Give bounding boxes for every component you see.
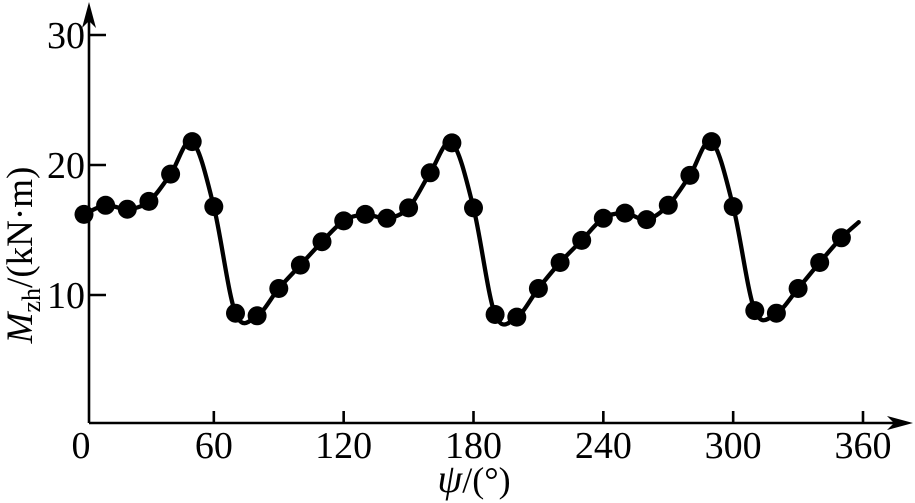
data-point	[702, 132, 721, 152]
data-point	[723, 197, 743, 217]
x-axis-ticks: 0 60 120 180 240 300 360	[72, 411, 892, 467]
data-point	[269, 279, 289, 298]
data-point	[680, 165, 700, 185]
y-tick-label: 30	[47, 15, 85, 57]
data-point	[615, 203, 635, 223]
data-point	[399, 198, 419, 218]
x-tick-label: 120	[315, 425, 372, 467]
data-point	[593, 208, 613, 228]
x-axis-arrow-icon	[887, 416, 913, 430]
x-axis-symbol: ψ	[437, 456, 463, 501]
x-tick-label: 360	[835, 425, 892, 467]
data-point	[312, 232, 332, 252]
data-point	[831, 228, 851, 248]
x-tick-label: 60	[195, 425, 233, 467]
data-point	[507, 307, 527, 327]
y-axis-arrow-icon	[82, 2, 96, 28]
data-point	[550, 253, 570, 272]
data-point	[290, 255, 310, 275]
y-tick-label: 20	[47, 145, 85, 187]
data-point	[355, 204, 375, 224]
y-axis-subscript: zh	[17, 288, 46, 313]
x-tick-label: 180	[445, 425, 502, 467]
x-axis-units: /(°)	[462, 460, 510, 500]
data-point	[810, 253, 830, 272]
data-point	[442, 133, 462, 153]
data-point	[377, 208, 397, 228]
x-tick-label: 0	[72, 425, 91, 467]
data-point	[420, 163, 440, 183]
data-point	[572, 230, 592, 250]
y-axis-ticks: 10 20 30	[47, 15, 106, 317]
data-points	[74, 132, 851, 327]
data-point	[96, 195, 116, 215]
data-point	[658, 195, 678, 215]
y-axis-symbol: M	[0, 310, 41, 344]
data-point	[226, 303, 245, 323]
data-point	[788, 279, 808, 298]
y-axis-title: Mzh/(kN·m)	[0, 167, 46, 345]
data-point	[637, 210, 657, 230]
x-tick-label: 240	[575, 425, 632, 467]
data-point	[464, 198, 483, 218]
data-point	[204, 197, 224, 217]
y-axis-units: /(kN·m)	[0, 167, 41, 288]
data-point	[485, 305, 505, 324]
data-point	[334, 211, 354, 231]
data-point	[139, 191, 159, 211]
data-point	[74, 204, 94, 224]
data-point	[117, 199, 137, 219]
data-point	[247, 306, 267, 326]
data-point	[745, 301, 765, 321]
data-point	[182, 132, 202, 152]
x-tick-label: 300	[705, 425, 762, 467]
axes	[82, 2, 913, 430]
data-curve	[81, 138, 861, 327]
y-tick-label: 10	[47, 275, 85, 317]
data-point	[161, 164, 181, 184]
x-axis-title: ψ/(°)	[437, 456, 510, 501]
data-point	[766, 303, 786, 323]
data-point	[528, 279, 548, 298]
